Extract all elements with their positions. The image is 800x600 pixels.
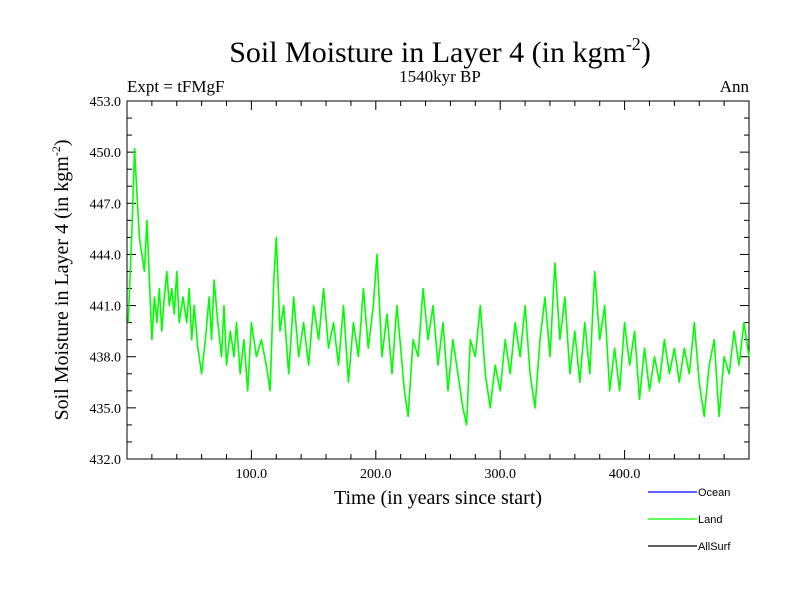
- x-tick-label: 100.0: [236, 467, 268, 482]
- y-tick-label: 435.0: [90, 402, 122, 417]
- chart-title: Soil Moisture in Layer 4 (in kgm-2): [229, 34, 651, 69]
- y-tick-label: 444.0: [90, 248, 122, 263]
- legend-label-allsurf: AllSurf: [698, 541, 731, 553]
- x-tick-label: 400.0: [609, 467, 641, 482]
- y-tick-label: 441.0: [90, 300, 122, 315]
- y-axis-ticks: 432.0 435.0 438.0 441.0 444.0 447.0 450.0 453.0: [90, 95, 749, 468]
- y-tick-label: 453.0: [90, 95, 122, 110]
- plot-frame: [126, 100, 750, 460]
- y-tick-label: 438.0: [90, 351, 122, 366]
- subtitle-period: 1540kyr BP: [399, 67, 481, 86]
- x-tick-label: 200.0: [360, 467, 392, 482]
- y-tick-label: 432.0: [90, 453, 122, 468]
- y-tick-label: 447.0: [90, 197, 122, 212]
- subtitle-season: Ann: [720, 77, 750, 96]
- legend-label-ocean: Ocean: [698, 487, 730, 499]
- y-tick-label: 450.0: [90, 146, 122, 161]
- subtitle-experiment: Expt = tFMgF: [127, 77, 224, 96]
- x-axis-label: Time (in years since start): [334, 487, 542, 509]
- legend: Ocean Land AllSurf: [648, 487, 731, 553]
- legend-label-land: Land: [698, 514, 722, 526]
- series-group: [127, 147, 750, 426]
- series-line-land: [127, 147, 750, 426]
- x-tick-label: 300.0: [484, 467, 516, 482]
- x-axis-ticks: 100.0 200.0 300.0 400.0: [151, 101, 725, 482]
- y-axis-label: Soil Moisture in Layer 4 (in kgm-2): [49, 139, 73, 420]
